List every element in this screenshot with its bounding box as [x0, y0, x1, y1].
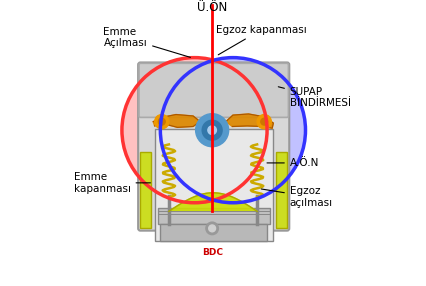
Bar [276, 152, 287, 229]
Bar [158, 208, 270, 224]
Text: Emme
kapanması: Emme kapanması [74, 172, 150, 194]
Polygon shape [153, 114, 200, 127]
Polygon shape [169, 193, 257, 211]
Text: A.Ö.N: A.Ö.N [267, 158, 319, 168]
Circle shape [196, 114, 229, 147]
Circle shape [158, 118, 165, 125]
Circle shape [122, 57, 267, 203]
Polygon shape [226, 114, 273, 128]
FancyBboxPatch shape [138, 62, 289, 231]
Bar [141, 152, 151, 229]
Circle shape [209, 225, 216, 232]
Text: Egzoz kapanması: Egzoz kapanması [216, 25, 307, 55]
Circle shape [257, 114, 271, 129]
Circle shape [261, 118, 268, 125]
Text: Egzoz
açılması: Egzoz açılması [261, 186, 333, 208]
FancyBboxPatch shape [139, 63, 288, 117]
Bar [276, 152, 287, 229]
Bar [155, 129, 273, 241]
Circle shape [155, 114, 169, 129]
Text: Ü.ÖN: Ü.ÖN [197, 1, 227, 14]
Text: Emme
Açılması: Emme Açılması [104, 27, 190, 57]
Circle shape [208, 126, 216, 134]
Circle shape [206, 222, 219, 235]
Bar [141, 152, 151, 229]
Bar [160, 224, 267, 241]
Text: SUPAP
BİNDİRMESİ: SUPAP BİNDİRMESİ [278, 87, 351, 108]
Circle shape [202, 120, 222, 140]
Circle shape [160, 57, 305, 203]
Text: BDC: BDC [201, 248, 223, 257]
